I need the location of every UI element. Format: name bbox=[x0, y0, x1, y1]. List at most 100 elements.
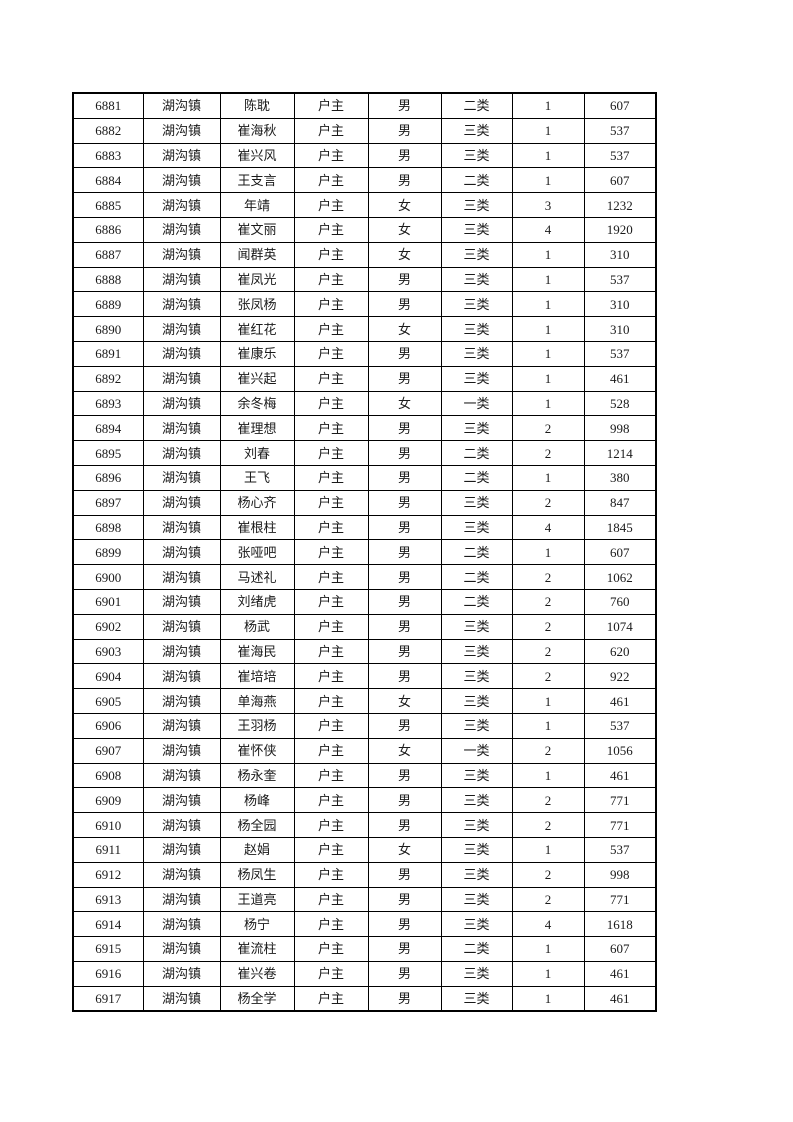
table-cell: 三类 bbox=[440, 415, 513, 442]
table-cell: 女 bbox=[367, 390, 442, 417]
table-cell: 2 bbox=[511, 588, 585, 615]
table-cell: 男 bbox=[367, 415, 442, 442]
table-cell: 6914 bbox=[72, 911, 144, 938]
table-cell: 2 bbox=[511, 440, 585, 466]
table-cell: 6887 bbox=[72, 241, 144, 268]
table-cell: 1 bbox=[511, 365, 585, 392]
table-cell: 男 bbox=[367, 142, 442, 169]
table-cell: 男 bbox=[367, 613, 442, 640]
table-row: 6899 湖沟镇 张哑吧 户主男二类 1 607 bbox=[72, 539, 657, 566]
table-cell: 310 bbox=[583, 241, 657, 268]
table-cell: 崔凤光 bbox=[219, 266, 295, 293]
table-cell: 310 bbox=[583, 316, 657, 342]
table-cell: 湖沟镇 bbox=[142, 812, 221, 838]
table-cell: 湖沟镇 bbox=[142, 117, 221, 144]
table-cell: 2 bbox=[511, 861, 585, 888]
table-cell: 6897 bbox=[72, 489, 144, 516]
table-cell: 湖沟镇 bbox=[142, 588, 221, 615]
table-row: 6904 湖沟镇 崔培培 户主男三类 2 922 bbox=[72, 663, 657, 690]
table-cell: 湖沟镇 bbox=[142, 886, 221, 913]
table-row: 6892 湖沟镇 崔兴起 户主男三类 1 461 bbox=[72, 365, 657, 392]
table-row: 6891 湖沟镇 崔康乐 户主男三类 1 537 bbox=[72, 340, 657, 367]
table-cell: 男 bbox=[367, 712, 442, 739]
table-row: 6917 湖沟镇 杨全学 户主男三类 1 461 bbox=[72, 985, 657, 1012]
table-cell: 户主 bbox=[293, 92, 369, 119]
table-cell: 男 bbox=[367, 638, 442, 665]
table-cell: 男 bbox=[367, 117, 442, 144]
table-cell: 崔海民 bbox=[219, 638, 295, 665]
table-cell: 女 bbox=[367, 192, 442, 218]
table-cell: 男 bbox=[367, 539, 442, 566]
table-cell: 6896 bbox=[72, 464, 144, 491]
table-cell: 湖沟镇 bbox=[142, 911, 221, 938]
table-cell: 三类 bbox=[440, 489, 513, 516]
table-row: 6883 湖沟镇 崔兴风 户主男三类 1 537 bbox=[72, 142, 657, 169]
table-cell: 6889 bbox=[72, 291, 144, 318]
table-cell: 380 bbox=[583, 464, 657, 491]
table-cell: 张哑吧 bbox=[219, 539, 295, 566]
table-cell: 户主 bbox=[293, 936, 369, 962]
table-cell: 三类 bbox=[440, 241, 513, 268]
table-cell: 三类 bbox=[440, 861, 513, 888]
table-cell: 461 bbox=[583, 688, 657, 714]
table-cell: 1 bbox=[511, 92, 585, 119]
table-row: 6905 湖沟镇 单海燕 户主女三类 1 461 bbox=[72, 688, 657, 714]
table-cell: 6886 bbox=[72, 216, 144, 243]
table-cell: 户主 bbox=[293, 241, 369, 268]
table-cell: 6901 bbox=[72, 588, 144, 615]
table-cell: 女 bbox=[367, 316, 442, 342]
table-row: 6906 湖沟镇 王羽杨 户主男三类 1 537 bbox=[72, 712, 657, 739]
table-row: 6907 湖沟镇 崔怀侠 户主女一类 2 1056 bbox=[72, 737, 657, 764]
table-cell: 男 bbox=[367, 985, 442, 1012]
table-cell: 湖沟镇 bbox=[142, 960, 221, 987]
table-cell: 三类 bbox=[440, 316, 513, 342]
table-cell: 户主 bbox=[293, 514, 369, 541]
table-cell: 闻群英 bbox=[219, 241, 295, 268]
table-cell: 461 bbox=[583, 985, 657, 1012]
table-cell: 1 bbox=[511, 142, 585, 169]
table-cell: 771 bbox=[583, 787, 657, 814]
table-cell: 1214 bbox=[583, 440, 657, 466]
table-cell: 湖沟镇 bbox=[142, 167, 221, 194]
table-cell: 户主 bbox=[293, 737, 369, 764]
table-cell: 男 bbox=[367, 464, 442, 491]
table-cell: 男 bbox=[367, 340, 442, 367]
table-row: 6903 湖沟镇 崔海民 户主男三类 2 620 bbox=[72, 638, 657, 665]
table-cell: 湖沟镇 bbox=[142, 291, 221, 318]
table-cell: 1 bbox=[511, 985, 585, 1012]
table-cell: 2 bbox=[511, 638, 585, 665]
table-cell: 6913 bbox=[72, 886, 144, 913]
table-cell: 湖沟镇 bbox=[142, 861, 221, 888]
table-cell: 户主 bbox=[293, 787, 369, 814]
table-cell: 杨全学 bbox=[219, 985, 295, 1012]
table-cell: 6903 bbox=[72, 638, 144, 665]
table-cell: 6906 bbox=[72, 712, 144, 739]
table-cell: 三类 bbox=[440, 812, 513, 838]
table-cell: 6915 bbox=[72, 936, 144, 962]
table-cell: 三类 bbox=[440, 911, 513, 938]
table-cell: 湖沟镇 bbox=[142, 266, 221, 293]
table-cell: 1 bbox=[511, 960, 585, 987]
table-cell: 男 bbox=[367, 911, 442, 938]
table-cell: 湖沟镇 bbox=[142, 142, 221, 169]
table-cell: 2 bbox=[511, 613, 585, 640]
table-cell: 户主 bbox=[293, 316, 369, 342]
table-cell: 湖沟镇 bbox=[142, 489, 221, 516]
table-cell: 6904 bbox=[72, 663, 144, 690]
table-cell: 6892 bbox=[72, 365, 144, 392]
table-cell: 户主 bbox=[293, 167, 369, 194]
table-cell: 6894 bbox=[72, 415, 144, 442]
table-cell: 998 bbox=[583, 415, 657, 442]
table-cell: 女 bbox=[367, 836, 442, 863]
table-cell: 三类 bbox=[440, 192, 513, 218]
table-cell: 湖沟镇 bbox=[142, 712, 221, 739]
table-cell: 男 bbox=[367, 489, 442, 516]
table-cell: 湖沟镇 bbox=[142, 539, 221, 566]
table-cell: 3 bbox=[511, 192, 585, 218]
table-cell: 湖沟镇 bbox=[142, 985, 221, 1012]
table-cell: 户主 bbox=[293, 266, 369, 293]
table-cell: 2 bbox=[511, 787, 585, 814]
table-cell: 三类 bbox=[440, 514, 513, 541]
table-cell: 537 bbox=[583, 117, 657, 144]
table-row: 6881 湖沟镇 陈耽 户主男二类 1 607 bbox=[72, 92, 657, 119]
